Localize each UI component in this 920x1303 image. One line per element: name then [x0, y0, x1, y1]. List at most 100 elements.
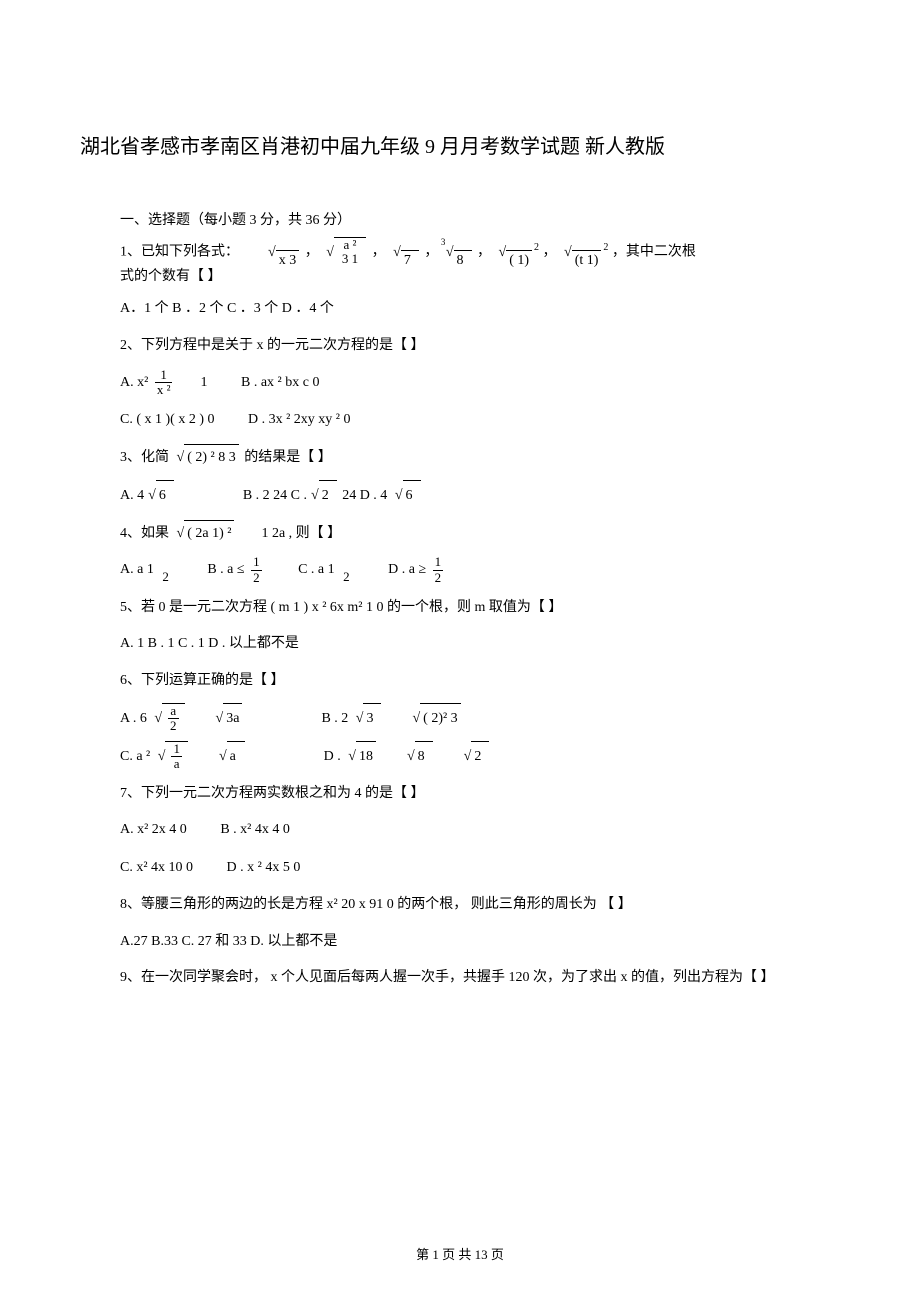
opt-label: A. a 1: [120, 562, 154, 577]
rad-content: ( 2a 1) ²: [187, 526, 231, 541]
radical-4: 38: [444, 242, 472, 263]
q6-options-row1: A . 6 a2 3a B . 2 3 ( 2)² 3: [120, 703, 800, 735]
opt-cd-post: 24 D . 4: [342, 488, 387, 503]
page-footer: 第 1 页 共 13 页: [0, 1244, 920, 1263]
num: 1: [251, 555, 262, 570]
expr: x²: [137, 375, 148, 390]
radical-2: a ²3 1: [324, 237, 366, 267]
question-8: 8、等腰三角形的两边的长是方程 x² 20 x 91 0 的两个根， 则此三角形…: [120, 892, 800, 919]
rad-content: 8: [457, 253, 464, 268]
opt-label: C. a ²: [120, 749, 150, 764]
radical: ( 2a 1) ²: [175, 520, 235, 548]
question-3: 3、化简 ( 2) ² 8 3 的结果是【 】: [120, 444, 800, 472]
q6-opt-c: C. a ² 1a a: [120, 741, 247, 773]
radical-1: x 3: [266, 242, 299, 263]
q7-opt-a: A. x² 2x 4 0: [120, 815, 187, 846]
radical-5: ( 1): [497, 242, 533, 263]
rad-content: (t 1): [575, 253, 599, 268]
fraction: 1x ²: [155, 368, 173, 398]
rad-content: a: [230, 749, 236, 764]
rad-content: x 3: [279, 253, 297, 268]
q4-opt-b: B . a ≤ 12: [207, 555, 264, 586]
q1-prefix: 1、已知下列各式：: [120, 245, 239, 260]
q1-options: A．1 个 B ．2 个 C ．3 个 D ．4 个: [120, 294, 800, 325]
radical: a2: [152, 703, 184, 735]
fraction: 12: [433, 555, 444, 585]
q4-options: A. a 1 2 B . a ≤ 12 C . a 1 2 D . a ≥ 12: [120, 555, 800, 586]
radical: 1a: [156, 741, 188, 773]
q7-opt-b: B . x² 4x 4 0: [220, 815, 290, 846]
opt-label: D . a ≥: [388, 562, 426, 577]
q1-line2: 式的个数有【 】: [120, 269, 222, 284]
q4-pre: 4、如果: [120, 526, 169, 541]
rad-content: 3: [366, 711, 373, 726]
question-6: 6、下列运算正确的是【 】: [120, 668, 800, 695]
rad-content: 6: [406, 488, 413, 503]
radical: 6: [393, 480, 421, 512]
rad-content: 8: [418, 749, 425, 764]
question-4: 4、如果 ( 2a 1) ² 1 2a , 则【 】: [120, 520, 800, 548]
q7-opt-c: C. x² 4x 10 0: [120, 853, 193, 884]
radical-3: 7: [391, 242, 419, 263]
q6-options-row2: C. a ² 1a a D . 18 8 2: [120, 741, 800, 773]
exponent: 2: [603, 242, 608, 253]
q1-suffix: ，其中二次根: [612, 245, 696, 260]
q3-options: A. 46 B . 2 24 C .2 24 D . 4 6: [120, 480, 800, 512]
num: a ²: [340, 238, 360, 252]
radical: 2: [309, 480, 337, 512]
radical: 2: [462, 741, 490, 773]
q4-post: 1 2a , 则【 】: [261, 526, 341, 541]
den: 2: [433, 571, 444, 585]
q4-opt-a: A. a 1 2: [120, 555, 174, 586]
opt-label: A . 6: [120, 711, 147, 726]
radical: a: [217, 741, 245, 773]
q2-opt-a: A. x² 1x ² 1: [120, 368, 207, 399]
radical: 6: [146, 480, 174, 512]
q5-options: A. 1 B . 1 C . 1 D . 以上都不是: [120, 629, 800, 660]
opt-label: C . a 1: [298, 562, 335, 577]
rad-content: 3a: [226, 711, 239, 726]
num: 1: [155, 368, 173, 383]
radical: 8: [405, 741, 433, 773]
num: [160, 556, 171, 570]
num: [341, 556, 352, 570]
den: 2: [168, 719, 179, 733]
expr: 1: [200, 375, 207, 390]
radical: 3a: [214, 703, 243, 735]
q6-opt-d: D . 18 8 2: [324, 741, 492, 773]
q4-opt-c: C . a 1 2: [298, 555, 355, 586]
rad-content: 2: [474, 749, 481, 764]
radical: ( 2)² 3: [410, 703, 460, 735]
page-title: 湖北省孝感市孝南区肖港初中届九年级 9 月月考数学试题 新人教版: [80, 130, 800, 159]
rad-content: 7: [404, 253, 411, 268]
den: a: [171, 757, 182, 771]
exponent: 2: [534, 242, 539, 253]
radical-6: (t 1): [562, 242, 601, 263]
q7-options-row1: A. x² 2x 4 0 B . x² 4x 4 0: [120, 815, 800, 846]
num: 1: [171, 742, 182, 757]
question-7: 7、下列一元二次方程两实数根之和为 4 的是【 】: [120, 781, 800, 808]
fraction: 2: [341, 556, 352, 585]
rad-content: 2: [322, 488, 329, 503]
rad-content: 18: [359, 749, 373, 764]
q2-opt-c: C. ( x 1 )( x 2 ) 0: [120, 405, 215, 436]
q2-options-row2: C. ( x 1 )( x 2 ) 0 D . 3x ² 2xy xy ² 0: [120, 405, 800, 436]
den: 2: [160, 570, 171, 584]
q4-opt-d: D . a ≥ 12: [388, 555, 446, 586]
q2-opt-b: B . ax ² bx c 0: [241, 368, 319, 399]
den: x ²: [155, 383, 173, 397]
q2-options-row1: A. x² 1x ² 1 B . ax ² bx c 0: [120, 368, 800, 399]
q6-opt-a: A . 6 a2 3a: [120, 703, 244, 735]
q8-options: A.27 B.33 C. 27 和 33 D. 以上都不是: [120, 927, 800, 958]
question-5: 5、若 0 是一元二次方程 ( m 1 ) x ² 6x m² 1 0 的一个根…: [120, 595, 800, 622]
radical: ( 2) ² 8 3: [175, 444, 239, 472]
opt-bc-pre: B . 2 24 C .: [243, 488, 307, 503]
num: 1: [433, 555, 444, 570]
q2-opt-d: D . 3x ² 2xy xy ² 0: [248, 405, 351, 436]
opt-a-pre: A. 4: [120, 488, 144, 503]
section-head: 一、选择题（每小题 3 分，共 36 分）: [120, 209, 800, 229]
rad-content: ( 1): [509, 253, 529, 268]
question-2: 2、下列方程中是关于 x 的一元二次方程的是【 】: [120, 333, 800, 360]
opt-label: A.: [120, 375, 134, 390]
q7-options-row2: C. x² 4x 10 0 D . x ² 4x 5 0: [120, 853, 800, 884]
